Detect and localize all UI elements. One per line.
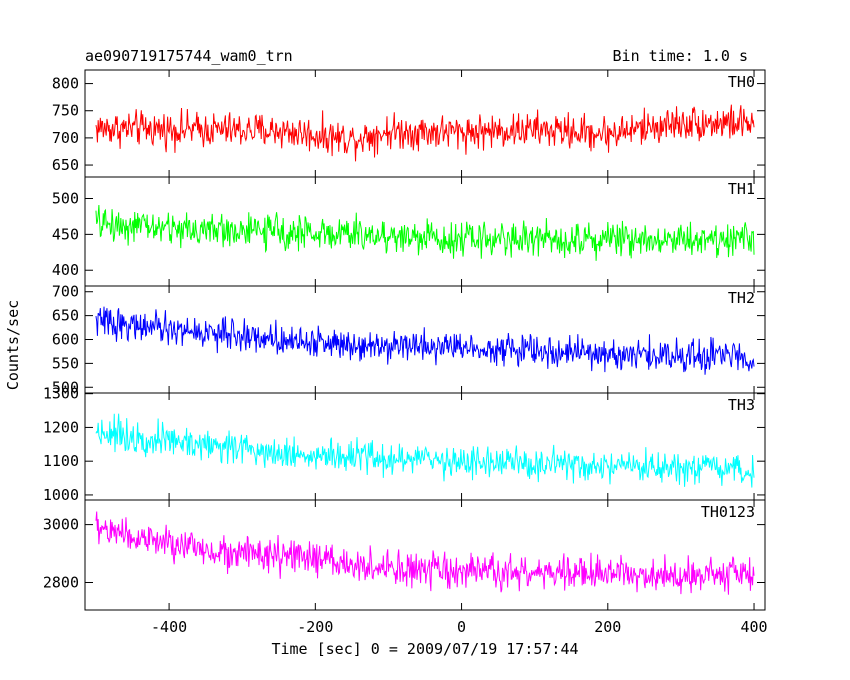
panel-th0: 650 700 750 800 TH0 bbox=[52, 69, 766, 178]
y-axis-label: Counts/sec bbox=[4, 300, 22, 390]
panel-label-th0: TH0 bbox=[728, 73, 755, 91]
chart-title: ae090719175744_wam0_trn bbox=[85, 47, 293, 65]
panels-layer: 650 700 750 800 TH0 400 450 500 TH1 500 550 600 650 7… bbox=[43, 69, 768, 636]
y-tick-label: 500 bbox=[52, 190, 79, 208]
y-tick-label: 2800 bbox=[43, 574, 79, 592]
y-tick-label: 550 bbox=[52, 354, 79, 372]
y-tick-label: 650 bbox=[52, 156, 79, 174]
y-tick-label: 1200 bbox=[43, 418, 79, 436]
x-tick-label: 0 bbox=[457, 618, 466, 636]
panel-th2: 500 550 600 650 700 TH2 bbox=[52, 283, 766, 396]
panel-label-th0123: TH0123 bbox=[701, 503, 755, 521]
x-tick-label: -200 bbox=[297, 618, 333, 636]
series-line-th1 bbox=[95, 204, 755, 261]
x-tick-label: 200 bbox=[594, 618, 621, 636]
series-line-th2 bbox=[95, 306, 755, 375]
y-tick-label: 400 bbox=[52, 261, 79, 279]
y-tick-label: 800 bbox=[52, 75, 79, 93]
y-tick-label: 600 bbox=[52, 331, 79, 349]
x-tick-label: 400 bbox=[740, 618, 767, 636]
y-tick-label: 450 bbox=[52, 225, 79, 243]
x-tick-label: -400 bbox=[151, 618, 187, 636]
panel-th1: 400 450 500 TH1 bbox=[52, 176, 766, 287]
y-tick-label: 500 bbox=[52, 378, 79, 396]
y-tick-label: 1000 bbox=[43, 486, 79, 504]
x-axis-label: Time [sec] 0 = 2009/07/19 17:57:44 bbox=[271, 640, 578, 658]
panel-th0123: 2800 3000 TH0123 -400 -200 0 200 400 bbox=[43, 499, 768, 636]
panel-label-th3: TH3 bbox=[728, 396, 755, 414]
panel-frame bbox=[84, 499, 766, 611]
y-tick-label: 3000 bbox=[43, 516, 79, 534]
y-tick-label: 1100 bbox=[43, 452, 79, 470]
y-tick-label: 750 bbox=[52, 102, 79, 120]
series-line-th3 bbox=[95, 413, 755, 488]
y-tick-label: 1300 bbox=[43, 385, 79, 403]
panel-th3: 1000 1100 1200 1300 TH3 bbox=[43, 385, 766, 504]
series-line-th0123 bbox=[95, 511, 755, 595]
bin-time-label: Bin time: 1.0 s bbox=[613, 47, 748, 65]
series-line-th0 bbox=[95, 104, 755, 162]
panel-label-th1: TH1 bbox=[728, 180, 755, 198]
y-tick-label: 650 bbox=[52, 307, 79, 325]
y-tick-label: 700 bbox=[52, 129, 79, 147]
y-tick-label: 700 bbox=[52, 283, 79, 301]
panel-label-th2: TH2 bbox=[728, 289, 755, 307]
